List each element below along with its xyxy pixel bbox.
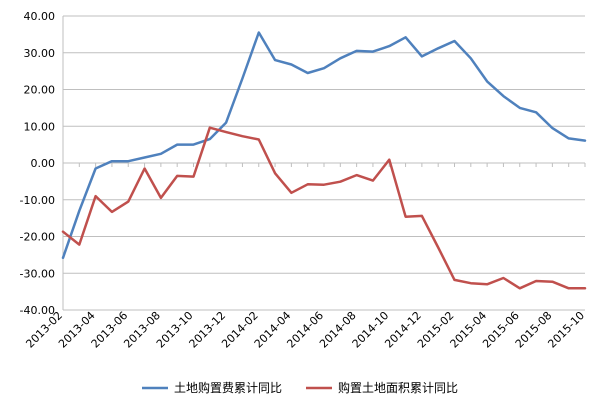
y-tick-label: -40.00 — [20, 304, 55, 317]
y-tick-label: 0.00 — [31, 157, 56, 170]
y-tick-label: 20.00 — [24, 84, 56, 97]
legend-label-2: 购置土地面积累计同比 — [338, 380, 458, 395]
y-tick-label: 40.00 — [24, 10, 56, 23]
y-tick-label: -10.00 — [20, 194, 55, 207]
y-tick-label: 30.00 — [24, 47, 56, 60]
series-line-1 — [61, 31, 587, 260]
series-line-2 — [61, 126, 587, 290]
y-tick-label: -20.00 — [20, 231, 55, 244]
legend-label-1: 土地购置费累计同比 — [174, 380, 282, 395]
y-tick-label: 10.00 — [24, 120, 56, 133]
y-tick-label: -30.00 — [20, 267, 55, 280]
x-tick-label: 2015-10 — [545, 309, 587, 351]
